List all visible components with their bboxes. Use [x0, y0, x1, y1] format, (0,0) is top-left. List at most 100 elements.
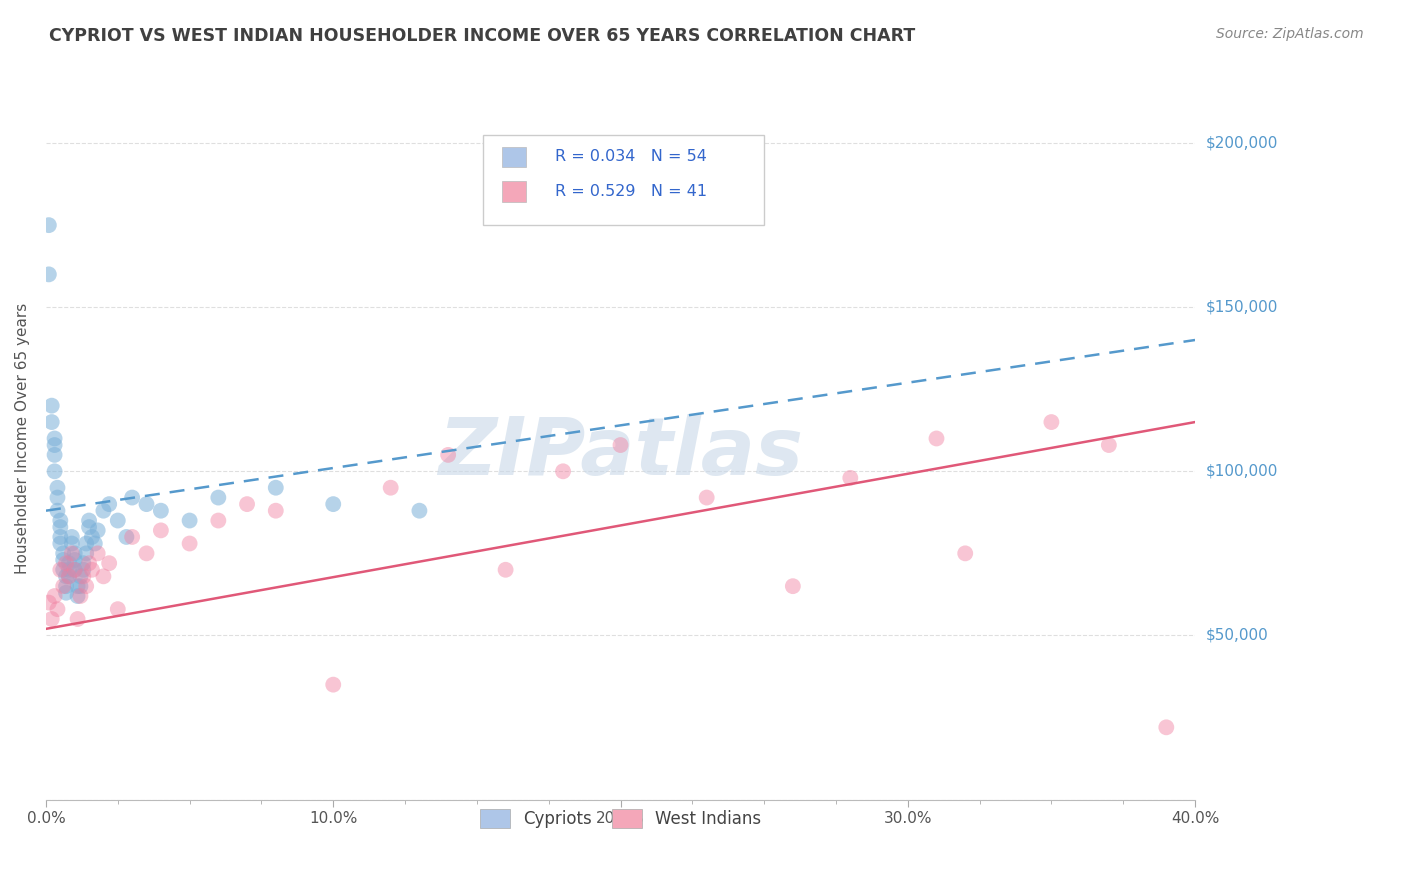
Point: [66, 589, 89, 603]
Point: [75, 579, 97, 593]
Point: [75, 536, 97, 550]
Point: [121, 491, 143, 505]
Point: [38, 268, 60, 282]
Point: [83, 536, 105, 550]
Point: [107, 602, 129, 616]
Point: [86, 546, 108, 560]
Point: [80, 563, 103, 577]
Point: [179, 536, 201, 550]
Point: [44, 438, 66, 452]
Point: [55, 556, 77, 570]
Point: [955, 546, 977, 560]
Text: CYPRIOT VS WEST INDIAN HOUSEHOLDER INCOME OVER 65 YEARS CORRELATION CHART: CYPRIOT VS WEST INDIAN HOUSEHOLDER INCOM…: [49, 27, 915, 45]
FancyBboxPatch shape: [482, 136, 763, 226]
Point: [63, 563, 86, 577]
Point: [58, 569, 80, 583]
Point: [1156, 720, 1178, 734]
Point: [52, 553, 75, 567]
Point: [77, 514, 100, 528]
Point: [93, 504, 115, 518]
Point: [46, 504, 69, 518]
Point: [55, 586, 77, 600]
Point: [72, 563, 94, 577]
Point: [322, 497, 344, 511]
Point: [63, 553, 86, 567]
Point: [75, 546, 97, 560]
Point: [66, 579, 89, 593]
Point: [46, 491, 69, 505]
Point: [52, 563, 75, 577]
Point: [207, 491, 229, 505]
Point: [44, 448, 66, 462]
Point: [58, 569, 80, 583]
Point: [121, 530, 143, 544]
Point: [408, 504, 430, 518]
Point: [69, 589, 91, 603]
Point: [69, 569, 91, 583]
Point: [839, 471, 862, 485]
Point: [1040, 415, 1063, 429]
Point: [609, 438, 631, 452]
FancyBboxPatch shape: [502, 181, 526, 202]
Point: [98, 556, 121, 570]
Point: [44, 589, 66, 603]
Point: [63, 563, 86, 577]
Text: Source: ZipAtlas.com: Source: ZipAtlas.com: [1216, 27, 1364, 41]
Point: [49, 563, 72, 577]
Point: [98, 497, 121, 511]
Point: [66, 612, 89, 626]
Point: [41, 415, 63, 429]
Point: [49, 536, 72, 550]
Point: [380, 481, 402, 495]
Legend: Cypriots, West Indians: Cypriots, West Indians: [472, 802, 768, 835]
Text: R = 0.529   N = 41: R = 0.529 N = 41: [555, 184, 707, 199]
Point: [44, 464, 66, 478]
Point: [60, 546, 83, 560]
Point: [495, 563, 517, 577]
Text: $100,000: $100,000: [1206, 464, 1278, 479]
Point: [41, 399, 63, 413]
Point: [437, 448, 460, 462]
Y-axis label: Householder Income Over 65 years: Householder Income Over 65 years: [15, 303, 30, 574]
Point: [264, 504, 287, 518]
Point: [38, 596, 60, 610]
Point: [115, 530, 138, 544]
Point: [60, 536, 83, 550]
Point: [58, 556, 80, 570]
Point: [69, 579, 91, 593]
Point: [236, 497, 259, 511]
Point: [49, 520, 72, 534]
Point: [179, 514, 201, 528]
Text: $50,000: $50,000: [1206, 628, 1268, 643]
Point: [60, 530, 83, 544]
Text: R = 0.034   N = 54: R = 0.034 N = 54: [555, 149, 707, 164]
Point: [77, 556, 100, 570]
Point: [782, 579, 804, 593]
Point: [1098, 438, 1121, 452]
Point: [93, 569, 115, 583]
Text: $150,000: $150,000: [1206, 300, 1278, 315]
Point: [49, 514, 72, 528]
Point: [44, 432, 66, 446]
Point: [72, 569, 94, 583]
Text: ZIPatlas: ZIPatlas: [439, 414, 803, 491]
Point: [72, 556, 94, 570]
Point: [49, 530, 72, 544]
Point: [696, 491, 718, 505]
Point: [135, 497, 157, 511]
Point: [107, 514, 129, 528]
Point: [52, 546, 75, 560]
Point: [38, 218, 60, 232]
Point: [925, 432, 948, 446]
Point: [551, 464, 574, 478]
Point: [55, 569, 77, 583]
Point: [80, 530, 103, 544]
Point: [264, 481, 287, 495]
FancyBboxPatch shape: [502, 147, 526, 167]
Point: [149, 524, 172, 538]
Point: [63, 546, 86, 560]
Point: [207, 514, 229, 528]
Text: $200,000: $200,000: [1206, 136, 1278, 151]
Point: [135, 546, 157, 560]
Point: [46, 602, 69, 616]
